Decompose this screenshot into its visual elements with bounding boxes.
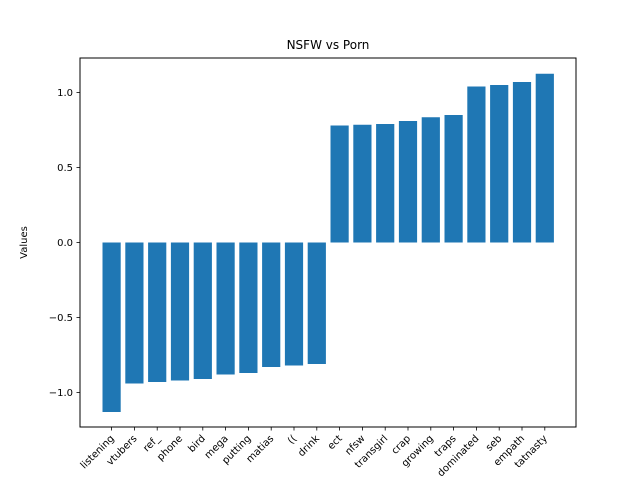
y-tick-label: −1.0 [49, 388, 73, 399]
bar-growing [421, 117, 440, 243]
bar-putting [239, 242, 258, 373]
bar-phone [170, 242, 190, 381]
plot-frame [79, 57, 577, 428]
bar-nfsw [353, 124, 372, 243]
bar-ect [330, 125, 349, 243]
y-tick-label: 0.0 [57, 238, 73, 249]
bar-mega [216, 242, 235, 375]
bar-tatnasty [535, 73, 554, 243]
bar-transgirl [376, 124, 395, 243]
y-tick-label: 0.5 [57, 163, 73, 174]
bar-crap [398, 121, 418, 243]
bar-drink [307, 242, 326, 364]
bar-dominated [467, 86, 486, 243]
y-tick-label: 1.0 [57, 88, 73, 99]
bar-seb [490, 85, 509, 243]
y-axis: −1.0 −0.5 0.0 0.5 1.0 [49, 88, 80, 399]
bar-vtubers [125, 242, 144, 384]
bar-matias [262, 242, 281, 367]
bar-traps [444, 115, 463, 243]
x-tick-label: (( [286, 433, 299, 446]
x-tick-label: drink [296, 433, 322, 459]
bar-(( [284, 242, 304, 366]
x-tick-label: phone [155, 433, 185, 463]
chart-title: NSFW vs Porn [287, 38, 370, 52]
y-axis-label: Values [19, 226, 30, 259]
bar-empath [512, 82, 532, 243]
bar-ref_ [148, 242, 167, 382]
x-tick-label: ect [326, 433, 345, 452]
bar-listening [102, 242, 121, 412]
bars-group [102, 73, 554, 412]
bar-bird [193, 242, 212, 379]
y-tick-label: −0.5 [49, 313, 73, 324]
